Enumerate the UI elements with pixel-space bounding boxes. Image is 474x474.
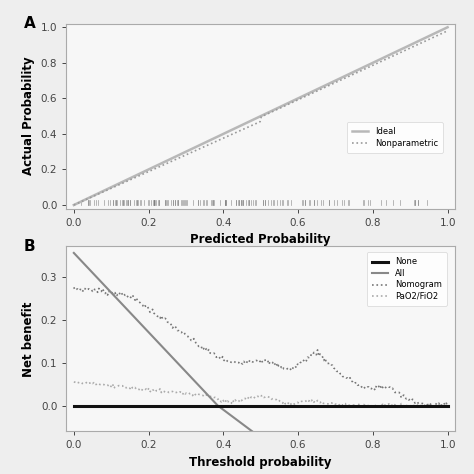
Line: Nomogram: Nomogram [74, 287, 447, 407]
None [436, 403, 441, 409]
Legend: None, All, Nomogram, PaO2/FiO2: None, All, Nomogram, PaO2/FiO2 [367, 253, 447, 306]
PaO2/FiO2 [445, 405, 450, 410]
PaO2/FiO2 [293, 401, 299, 406]
PaO2/FiO2 [301, 398, 307, 404]
Nomogram [386, 384, 392, 390]
Text: B: B [24, 239, 35, 254]
All [293, 461, 299, 467]
X-axis label: Threshold probability: Threshold probability [190, 456, 332, 469]
Nomogram [72, 287, 78, 293]
All [71, 250, 77, 256]
PaO2/FiO2 [85, 379, 91, 385]
PaO2/FiO2 [295, 400, 301, 405]
Line: PaO2/FiO2: PaO2/FiO2 [74, 382, 447, 408]
Nomogram [410, 396, 415, 402]
PaO2/FiO2 [71, 379, 77, 385]
Nomogram [445, 403, 450, 409]
All [273, 447, 279, 452]
None [445, 403, 450, 409]
Nomogram [300, 357, 305, 363]
Y-axis label: Net benefit: Net benefit [22, 301, 35, 377]
None [71, 403, 77, 409]
All [251, 429, 256, 435]
Nomogram [71, 284, 77, 290]
All [248, 428, 254, 434]
PaO2/FiO2 [411, 402, 417, 408]
Nomogram [292, 363, 298, 369]
X-axis label: Predicted Probability: Predicted Probability [191, 233, 331, 246]
Line: All: All [74, 253, 447, 474]
None [377, 403, 383, 409]
PaO2/FiO2 [72, 379, 78, 385]
Text: A: A [24, 16, 36, 31]
Nomogram [422, 404, 428, 410]
Y-axis label: Actual Probability: Actual Probability [22, 57, 35, 175]
Nomogram [293, 365, 299, 371]
None [293, 403, 299, 409]
Legend: Ideal, Nonparametric: Ideal, Nonparametric [346, 122, 443, 153]
None [248, 403, 254, 409]
PaO2/FiO2 [387, 402, 393, 408]
None [251, 403, 256, 409]
None [273, 403, 279, 409]
